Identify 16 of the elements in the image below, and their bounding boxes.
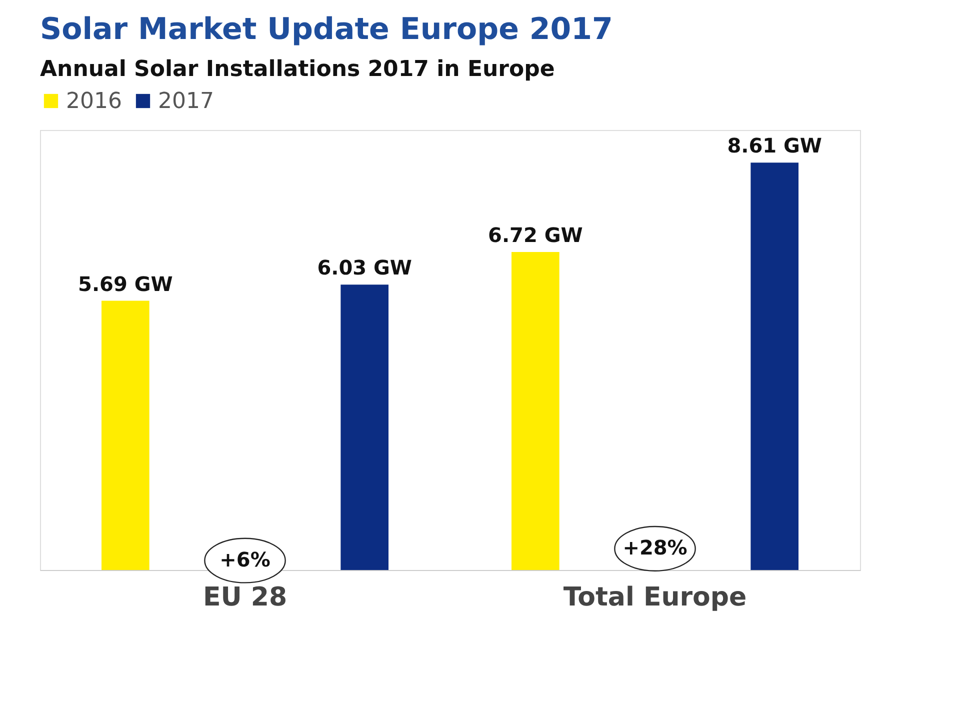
legend-label: 2017: [158, 89, 214, 114]
data-label: 5.69 GW: [78, 272, 173, 296]
annotation: +6%: [220, 548, 270, 572]
data-label: 8.61 GW: [727, 134, 822, 158]
data-label: 6.72 GW: [488, 223, 583, 248]
bar: [340, 284, 388, 570]
x-tick-label: Total Europe: [563, 582, 747, 612]
legend-label: 2016: [66, 89, 122, 114]
bar: [750, 162, 798, 570]
chart-title: Solar Market Update Europe 2017: [40, 12, 613, 47]
data-label: 6.03 GW: [317, 256, 412, 280]
bar: [512, 252, 560, 570]
chart-subtitle: Annual Solar Installations 2017 in Europe: [40, 57, 555, 82]
annotation: +28%: [622, 536, 688, 560]
bar: [102, 300, 150, 570]
x-tick-label: EU 28: [202, 582, 288, 612]
